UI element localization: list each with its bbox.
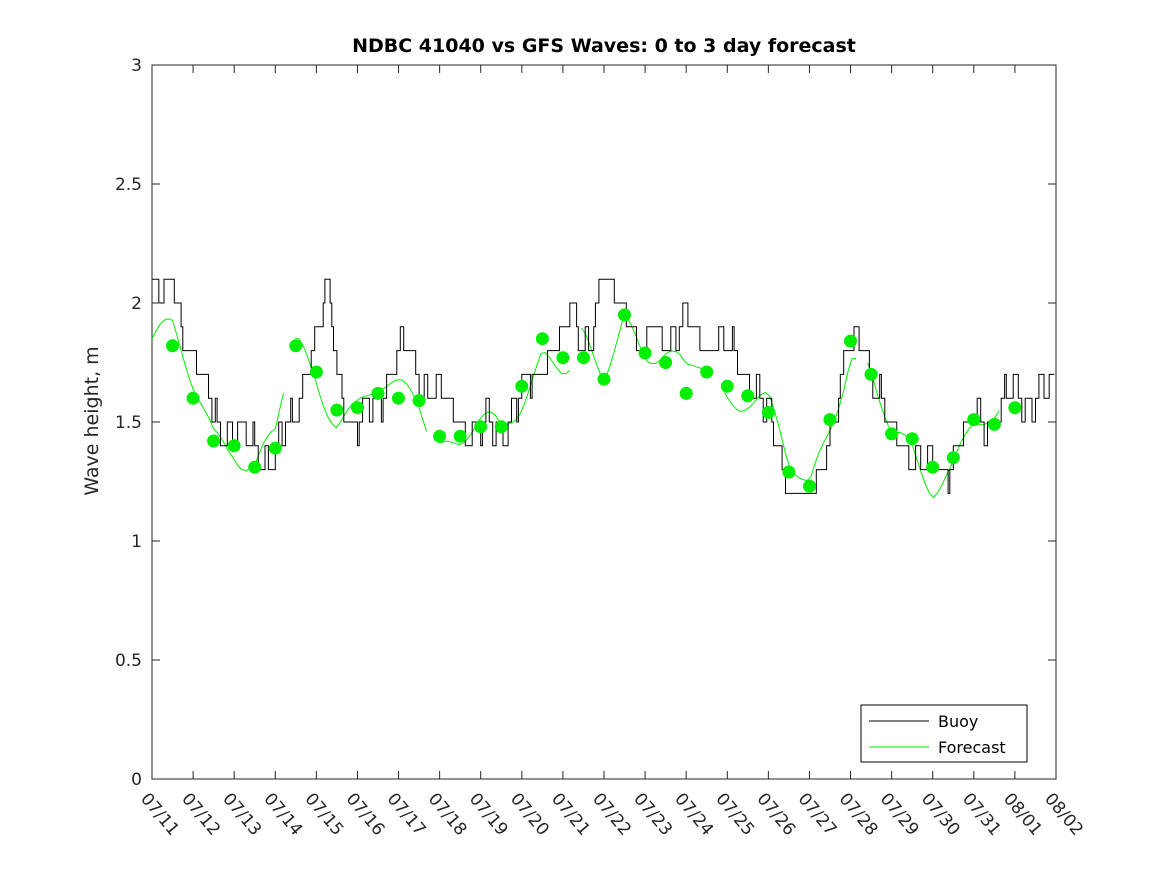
forecast-marker-point	[412, 394, 426, 408]
x-tick-label: 07/22	[588, 789, 635, 839]
x-tick-label: 07/15	[301, 789, 348, 839]
forecast-marker-point	[659, 356, 673, 369]
x-tick-label: 07/28	[835, 789, 882, 839]
forecast-marker-point	[186, 391, 200, 405]
x-tick-label: 07/18	[424, 789, 471, 839]
forecast-marker-point	[803, 479, 816, 493]
forecast-marker-point	[207, 434, 221, 448]
x-tick-label: 07/14	[259, 789, 306, 839]
forecast-marker-point	[618, 308, 631, 322]
legend-forecast-label: Forecast	[938, 738, 1006, 757]
legend-box	[860, 704, 1028, 763]
x-tick-label: 07/12	[177, 789, 224, 839]
forecast-marker-point	[166, 339, 179, 353]
forecast-marker-point	[679, 386, 693, 400]
forecast-marker-point	[741, 389, 755, 403]
forecast-marker-point	[474, 420, 488, 434]
forecast-marker-point	[885, 427, 899, 441]
y-tick-label: 1.5	[115, 413, 142, 433]
x-tick-label: 07/20	[506, 789, 553, 839]
forecast-marker-point	[967, 413, 981, 427]
forecast-marker-point	[720, 379, 734, 393]
x-tick-label: 07/24	[670, 789, 717, 839]
forecast-marker-point	[227, 439, 241, 453]
forecast-marker-point	[494, 420, 508, 434]
forecast-marker-point	[556, 351, 570, 365]
x-tick-label: 07/25	[711, 789, 758, 839]
forecast-marker-point	[289, 339, 303, 353]
forecast-marker-point	[577, 351, 590, 365]
x-tick-label: 07/26	[753, 789, 800, 839]
x-tick-label: 07/16	[342, 789, 389, 839]
forecast-marker-point	[453, 429, 467, 443]
forecast-run-line	[151, 318, 284, 472]
x-tick-label: 07/31	[958, 789, 1005, 839]
x-tick-label: 07/17	[383, 789, 430, 839]
y-tick-label: 3	[131, 56, 142, 76]
x-tick-label: 07/23	[629, 789, 676, 839]
forecast-marker-point	[844, 334, 857, 348]
forecast-marker-point	[823, 413, 837, 427]
x-tick-label: 08/01	[999, 789, 1046, 839]
forecast-marker-point	[392, 391, 405, 405]
forecast-marker-point	[371, 386, 385, 400]
forecast-marker-point	[700, 365, 714, 379]
forecast-marker-point	[761, 406, 775, 419]
x-tick-label: 07/30	[917, 789, 964, 839]
forecast-marker-point	[597, 372, 611, 386]
chart-title: NDBC 41040 vs GFS Waves: 0 to 3 day fore…	[352, 35, 856, 57]
forecast-marker-point	[864, 367, 878, 381]
x-tick-label: 08/02	[1040, 789, 1087, 839]
forecast-marker-point	[987, 417, 1001, 431]
x-tick-label: 07/21	[547, 789, 594, 839]
forecast-marker-point	[905, 432, 919, 446]
forecast-marker-point	[782, 465, 796, 479]
x-tick-label: 07/19	[465, 789, 512, 839]
legend-buoy-label: Buoy	[938, 712, 978, 731]
forecast-marker-point	[535, 332, 549, 346]
forecast-marker-point	[946, 451, 960, 465]
buoy-series-line	[152, 278, 1055, 494]
y-tick-label: 0.5	[115, 651, 142, 671]
forecast-marker-point	[433, 429, 447, 443]
y-tick-label: 0	[131, 770, 142, 790]
x-tick-label: 07/29	[876, 789, 923, 839]
x-tick-label: 07/13	[218, 789, 265, 839]
y-axis-label: Wave height, m	[81, 346, 103, 495]
y-tick-label: 1	[131, 532, 142, 552]
forecast-marker-point	[515, 379, 529, 393]
legend: Buoy Forecast	[860, 704, 1028, 763]
forecast-marker-point	[1008, 401, 1022, 415]
forecast-marker-point	[309, 365, 323, 379]
x-tick-label: 07/11	[136, 789, 183, 839]
forecast-marker-point	[330, 403, 344, 417]
forecast-marker-point	[926, 460, 940, 474]
forecast-marker-point	[638, 346, 652, 360]
y-tick-label: 2	[131, 294, 142, 314]
x-tick-label: 07/27	[794, 789, 841, 839]
forecast-marker-point	[248, 460, 262, 474]
forecast-marker-point	[351, 401, 364, 415]
y-tick-label: 2.5	[115, 175, 142, 195]
forecast-run-line	[294, 337, 428, 432]
forecast-marker-point	[268, 441, 282, 455]
